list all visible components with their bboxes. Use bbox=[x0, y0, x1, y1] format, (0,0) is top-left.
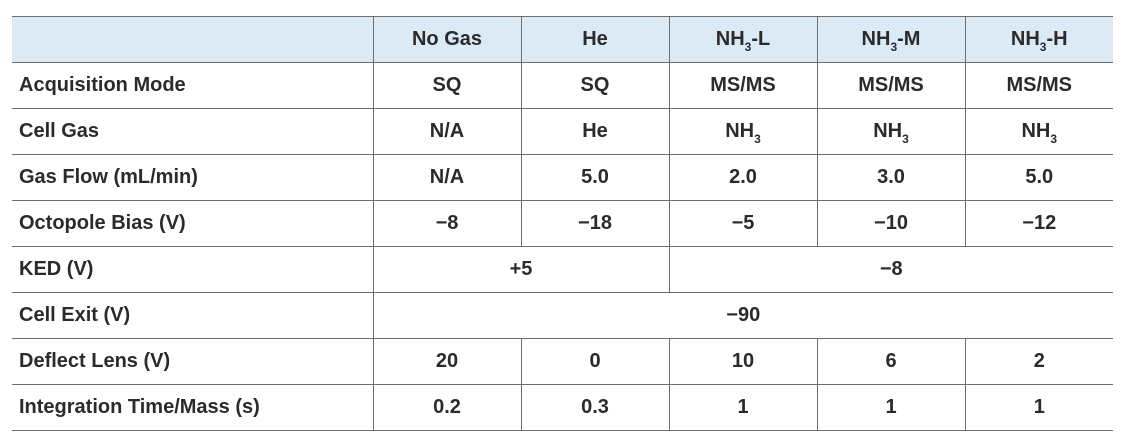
cell-text: NH bbox=[861, 28, 891, 50]
row-label: Octopole Bias (V) bbox=[12, 200, 373, 247]
value-cell: 5.0 bbox=[964, 154, 1113, 201]
table-row: Cell Gas N/A He NH3 NH3 NH3 bbox=[12, 108, 1113, 155]
value-cell: 2.0 bbox=[668, 154, 817, 201]
cell-suffix: -H bbox=[1046, 28, 1068, 50]
value-cell: +5 bbox=[372, 246, 669, 293]
value-cell: SQ bbox=[372, 62, 521, 109]
value-cell: N/A bbox=[372, 154, 521, 201]
column-header: NH3-L bbox=[668, 16, 817, 63]
value-cell: 0.3 bbox=[520, 384, 669, 431]
value-cell: −5 bbox=[668, 200, 817, 247]
row-label: KED (V) bbox=[12, 246, 373, 293]
row-label: Acquisition Mode bbox=[12, 62, 373, 109]
subscript: 3 bbox=[744, 40, 752, 54]
column-header: NH3-M bbox=[816, 16, 965, 63]
row-label: Gas Flow (mL/min) bbox=[12, 154, 373, 201]
subscript: 3 bbox=[890, 40, 898, 54]
value-cell: 1 bbox=[964, 384, 1113, 431]
cell-text: NH bbox=[725, 120, 755, 142]
table-header: No Gas He NH3-L NH3-M NH3-H bbox=[12, 16, 1113, 63]
value-cell: MS/MS bbox=[964, 62, 1113, 109]
value-cell: 1 bbox=[816, 384, 965, 431]
settings-table: No Gas He NH3-L NH3-M NH3-H Acquisition Mode… bbox=[12, 16, 1113, 431]
cell-text: NH bbox=[873, 120, 903, 142]
column-header: He bbox=[520, 16, 669, 63]
table-row: KED (V) +5 −8 bbox=[12, 246, 1113, 293]
table-row: Acquisition Mode SQ SQ MS/MS MS/MS MS/MS bbox=[12, 62, 1113, 109]
column-header: NH3-H bbox=[964, 16, 1113, 63]
table-body: Acquisition Mode SQ SQ MS/MS MS/MS MS/MS Cell … bbox=[12, 62, 1113, 431]
subscript: 3 bbox=[902, 132, 909, 146]
value-cell: −18 bbox=[520, 200, 669, 247]
value-cell: −12 bbox=[964, 200, 1113, 247]
value-cell: 20 bbox=[372, 338, 521, 385]
row-label: Integration Time/Mass (s) bbox=[12, 384, 373, 431]
value-cell: −90 bbox=[372, 292, 1113, 339]
value-cell: MS/MS bbox=[668, 62, 817, 109]
table-row: Deflect Lens (V) 20 0 10 6 2 bbox=[12, 338, 1113, 385]
value-cell: 1 bbox=[668, 384, 817, 431]
cell-text: NH bbox=[1010, 28, 1040, 50]
value-cell: 6 bbox=[816, 338, 965, 385]
value-cell: −8 bbox=[372, 200, 521, 247]
value-cell: 0.2 bbox=[372, 384, 521, 431]
table-row: Integration Time/Mass (s) 0.2 0.3 1 1 1 bbox=[12, 384, 1113, 431]
subscript: 3 bbox=[754, 132, 761, 146]
value-cell: NH3 bbox=[668, 108, 817, 155]
row-label: Deflect Lens (V) bbox=[12, 338, 373, 385]
row-label: Cell Gas bbox=[12, 108, 373, 155]
value-cell: 2 bbox=[964, 338, 1113, 385]
table-row: Octopole Bias (V) −8 −18 −5 −10 −12 bbox=[12, 200, 1113, 247]
value-cell: NH3 bbox=[816, 108, 965, 155]
value-cell: N/A bbox=[372, 108, 521, 155]
value-cell: 10 bbox=[668, 338, 817, 385]
subscript: 3 bbox=[1039, 40, 1047, 54]
table-row: Gas Flow (mL/min) N/A 5.0 2.0 3.0 5.0 bbox=[12, 154, 1113, 201]
value-cell: He bbox=[520, 108, 669, 155]
value-cell: −8 bbox=[668, 246, 1113, 293]
row-label: Cell Exit (V) bbox=[12, 292, 373, 339]
value-cell: −10 bbox=[816, 200, 965, 247]
cell-text: NH bbox=[715, 28, 745, 50]
value-cell: MS/MS bbox=[816, 62, 965, 109]
table-row: Cell Exit (V) −90 bbox=[12, 292, 1113, 339]
value-cell: 0 bbox=[520, 338, 669, 385]
value-cell: 5.0 bbox=[520, 154, 669, 201]
subscript: 3 bbox=[1050, 132, 1058, 146]
corner-cell bbox=[12, 16, 373, 63]
value-cell: 3.0 bbox=[816, 154, 965, 201]
cell-suffix: -L bbox=[751, 28, 771, 50]
column-header: No Gas bbox=[372, 16, 521, 63]
cell-text: NH bbox=[1021, 120, 1051, 142]
cell-suffix: -M bbox=[897, 28, 921, 50]
value-cell: SQ bbox=[520, 62, 669, 109]
value-cell: NH3 bbox=[964, 108, 1113, 155]
